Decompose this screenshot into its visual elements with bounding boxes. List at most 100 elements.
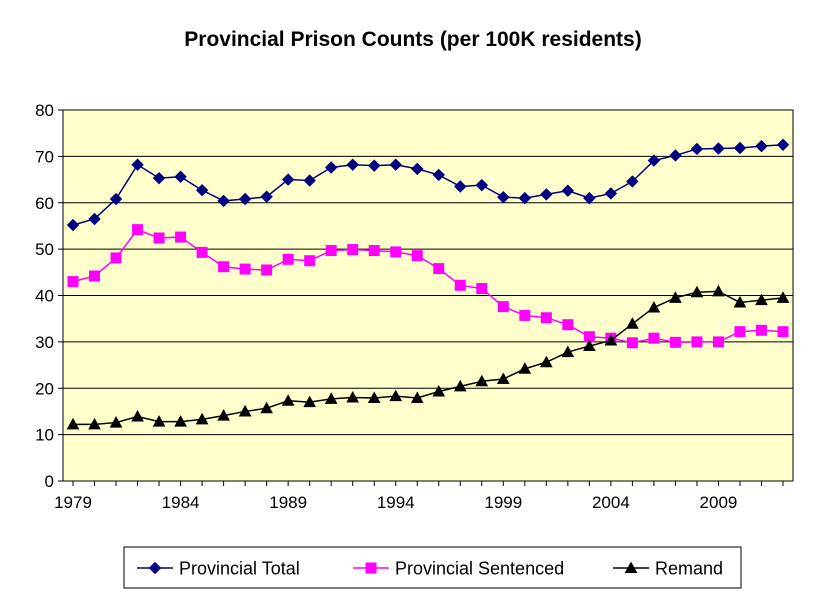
data-point <box>561 184 575 197</box>
data-point <box>647 301 661 313</box>
data-point <box>669 149 682 162</box>
data-point <box>712 336 724 348</box>
series-line <box>72 144 784 226</box>
x-tick-label: 1979 <box>54 493 92 512</box>
data-point <box>648 332 660 344</box>
y-tick-label: 0 <box>45 472 54 491</box>
data-point <box>691 336 703 348</box>
data-point <box>346 158 359 171</box>
data-point <box>303 174 316 187</box>
data-point <box>497 190 510 204</box>
data-point <box>367 391 381 403</box>
y-tick-label: 30 <box>35 333 54 352</box>
data-point <box>174 170 187 183</box>
data-point <box>152 171 166 185</box>
data-point <box>647 154 661 167</box>
data-point <box>604 187 618 200</box>
data-point <box>777 326 789 338</box>
data-point <box>454 180 467 193</box>
data-point <box>626 175 639 188</box>
data-point <box>109 192 123 206</box>
data-point <box>131 410 144 422</box>
data-point <box>389 158 402 171</box>
data-point <box>540 312 552 324</box>
data-point <box>755 139 768 153</box>
y-tick-label: 80 <box>35 101 54 120</box>
data-point <box>518 191 532 205</box>
data-point <box>733 295 747 308</box>
data-point <box>175 231 187 243</box>
data-point <box>776 291 790 303</box>
legend: Provincial Total Provincial Sentenced Rema… <box>123 546 742 589</box>
data-point <box>476 283 488 295</box>
data-point <box>67 276 79 288</box>
data-point <box>324 392 338 404</box>
y-axis: 0 10 20 30 40 50 60 70 80 <box>35 101 63 491</box>
x-tick-label: 1984 <box>162 493 200 512</box>
legend-label: Provincial Total <box>179 559 300 579</box>
data-point <box>776 138 790 151</box>
data-point <box>433 263 445 275</box>
data-point <box>66 417 80 430</box>
y-tick-label: 10 <box>35 426 54 445</box>
data-point <box>475 178 488 192</box>
legend-marker <box>365 562 377 574</box>
data-point <box>562 319 574 331</box>
data-point <box>539 355 553 368</box>
data-point <box>496 372 510 384</box>
data-point <box>131 158 144 171</box>
chart-title: Provincial Prison Counts (per 100K resid… <box>184 28 641 51</box>
data-point <box>217 409 230 421</box>
data-point <box>475 374 489 387</box>
data-point <box>303 395 317 408</box>
data-point <box>626 317 639 329</box>
legend-item-provincial-sentenced: Provincial Sentenced <box>353 559 564 579</box>
data-point <box>497 301 509 313</box>
data-point <box>261 264 273 276</box>
data-point <box>324 161 338 174</box>
data-point <box>239 263 251 275</box>
data-point <box>347 244 359 256</box>
data-point <box>282 253 294 265</box>
data-point <box>755 324 767 336</box>
data-point <box>88 417 101 430</box>
data-point <box>281 173 295 186</box>
data-point <box>109 416 123 428</box>
data-point <box>346 390 360 403</box>
data-point <box>712 284 725 297</box>
data-point <box>518 362 532 374</box>
data-point <box>410 391 424 403</box>
legend-label: Provincial Sentenced <box>395 559 564 579</box>
data-point <box>519 309 531 321</box>
data-point <box>734 326 746 338</box>
y-tick-label: 20 <box>35 379 54 398</box>
data-point <box>733 141 747 155</box>
data-point <box>174 415 187 427</box>
data-point <box>755 293 768 306</box>
data-point <box>453 379 467 392</box>
data-point <box>325 245 337 257</box>
series-line <box>73 290 784 426</box>
data-point <box>195 412 209 425</box>
x-tick-label: 2004 <box>592 493 630 512</box>
data-point <box>281 394 295 406</box>
data-point <box>583 339 596 352</box>
data-point <box>454 279 466 291</box>
data-point <box>304 255 316 267</box>
data-point <box>540 188 553 201</box>
series-provincial-total <box>66 138 790 232</box>
data-point <box>218 261 230 273</box>
data-point <box>368 159 381 172</box>
data-point <box>368 245 380 257</box>
data-point <box>238 192 252 206</box>
data-point <box>669 336 681 348</box>
x-tick-label: 1989 <box>269 493 307 512</box>
data-point <box>411 250 423 262</box>
data-point <box>260 190 273 203</box>
data-point <box>669 291 682 303</box>
data-point <box>411 162 424 176</box>
data-point <box>604 333 618 346</box>
data-point <box>390 246 402 258</box>
data-point <box>260 401 273 414</box>
